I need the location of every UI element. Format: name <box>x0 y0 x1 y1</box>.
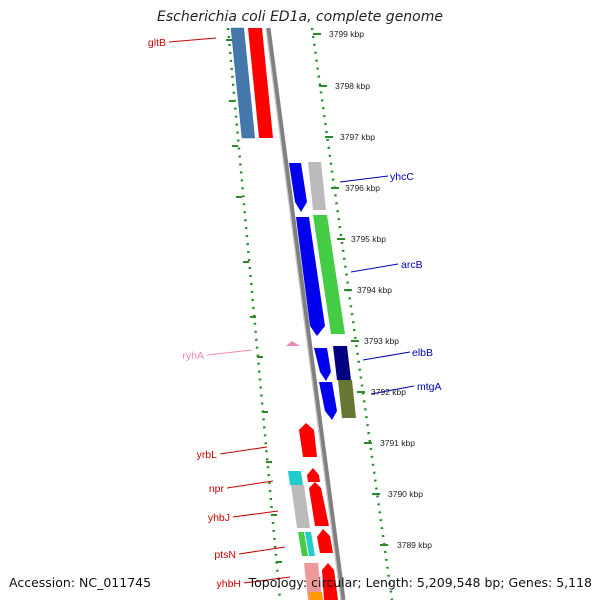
gene-label-yhbH[interactable]: yhbH <box>216 578 241 590</box>
leader-lines <box>168 37 415 584</box>
elbB-gene[interactable] <box>314 348 331 381</box>
ptsN-cyan-block[interactable] <box>305 532 315 556</box>
gltB-gene-red[interactable] <box>248 28 273 138</box>
gene-label-npr[interactable]: npr <box>209 483 225 495</box>
npr-gene[interactable] <box>307 468 320 482</box>
elbB-navy-block[interactable] <box>333 346 351 380</box>
yhbH-orange-block[interactable] <box>309 592 323 600</box>
gene-label-yrbL[interactable]: yrbL <box>197 449 218 461</box>
gene-label-ryhA[interactable]: ryhA <box>182 350 204 362</box>
kbp-label-3797: 3797 kbp <box>340 132 375 142</box>
ptsN-green-block[interactable] <box>298 532 308 556</box>
yhbH-gene[interactable] <box>322 563 338 600</box>
gene-label-yhbJ[interactable]: yhbJ <box>208 512 230 524</box>
kbp-label-3790: 3790 kbp <box>388 489 423 499</box>
arcB-green-block[interactable] <box>313 215 345 334</box>
kbp-label-3794: 3794 kbp <box>357 285 392 295</box>
mtgA-gene[interactable] <box>319 382 337 420</box>
ptsN-gene[interactable] <box>317 529 333 553</box>
gene-label-ptsN[interactable]: ptsN <box>214 549 236 561</box>
genome-title: Escherichia coli ED1a, complete genome <box>157 9 443 25</box>
genome-backbone <box>265 27 346 600</box>
npr-cyan-block[interactable] <box>288 471 303 485</box>
mtgA-olive-block[interactable] <box>338 380 356 418</box>
yrbL-gene[interactable] <box>299 423 317 457</box>
gene-label-gltB[interactable]: gltB <box>148 37 166 49</box>
kbp-label-3789: 3789 kbp <box>397 540 432 550</box>
gltB-gene-white <box>244 28 258 138</box>
kbp-label-3793: 3793 kbp <box>364 336 399 346</box>
gene-label-elbB[interactable]: elbB <box>412 347 433 359</box>
kbp-label-3798: 3798 kbp <box>335 81 370 91</box>
gene-label-arcB[interactable]: arcB <box>401 259 423 271</box>
kbp-label-3792: 3792 kbp <box>371 387 406 397</box>
kbp-label-3796: 3796 kbp <box>345 183 380 193</box>
ryhA-gene[interactable] <box>286 341 300 346</box>
kbp-label-3795: 3795 kbp <box>351 234 386 244</box>
kbp-label-3799: 3799 kbp <box>329 29 364 39</box>
yhbH-pink-block[interactable] <box>304 563 322 600</box>
yhbJ-gene[interactable] <box>309 482 329 526</box>
backbone-highlight <box>265 27 342 600</box>
yhcC-gene[interactable] <box>289 163 307 212</box>
arcB-gene[interactable] <box>296 217 325 336</box>
left-major-ticks <box>226 39 282 563</box>
kbp-label-3791: 3791 kbp <box>380 438 415 448</box>
yhbJ-gray-block[interactable] <box>291 485 310 528</box>
outer-right-tick-line <box>310 27 394 600</box>
gene-label-yhcC[interactable]: yhcC <box>390 171 414 183</box>
yhcC-gray-block[interactable] <box>308 162 326 210</box>
gene-label-mtgA[interactable]: mtgA <box>417 381 442 393</box>
topology-label: Topology: circular; Length: 5,209,548 bp… <box>248 575 592 590</box>
right-major-ticks <box>313 33 388 546</box>
accession-label: Accession: NC_011745 <box>9 575 152 590</box>
